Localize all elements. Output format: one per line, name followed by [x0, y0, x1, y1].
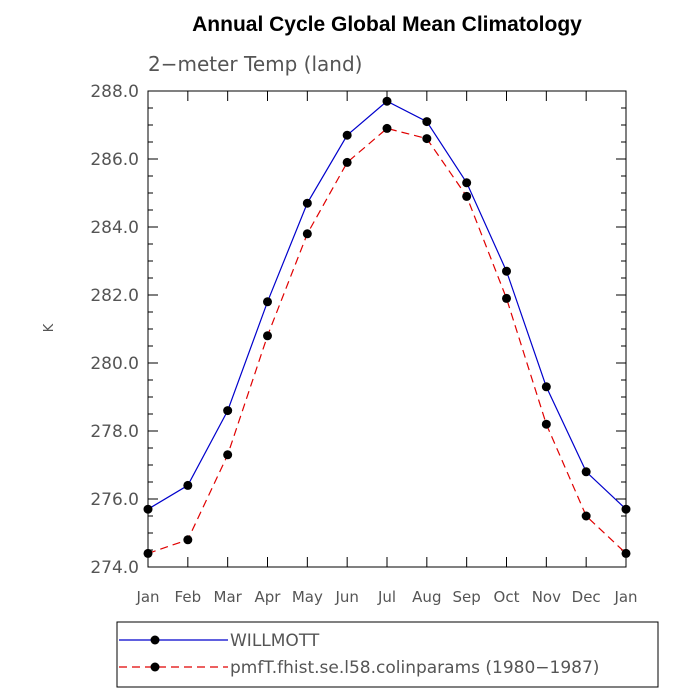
y-tick-label: 280.0 — [90, 354, 139, 374]
series-1-point — [143, 548, 153, 558]
series-1-point — [263, 331, 272, 341]
x-tick-label: May — [292, 588, 323, 606]
series-0-point — [581, 467, 591, 477]
x-tick-label: Jan — [613, 588, 637, 606]
series-1-point — [541, 419, 551, 429]
x-tick-label: Apr — [255, 588, 282, 606]
x-tick-label: Nov — [532, 588, 561, 606]
series-0-point — [143, 504, 153, 514]
series-1-point — [462, 191, 472, 201]
series-0-point — [502, 266, 511, 276]
y-tick-label: 278.0 — [90, 422, 139, 442]
series-1-point — [382, 123, 392, 133]
legend-marker-0 — [150, 635, 160, 645]
x-tick-label: Jun — [334, 588, 358, 606]
series-1-point — [183, 535, 193, 545]
series-0-point — [302, 198, 312, 208]
legend-marker-1 — [150, 662, 160, 672]
legend-label-1: pmfT.fhist.se.l58.colinparams (1980−1987… — [230, 658, 599, 678]
x-tick-label: Feb — [175, 588, 202, 606]
series-0-point — [541, 382, 551, 392]
y-tick-label: 288.0 — [90, 82, 139, 102]
legend-box — [116, 621, 659, 688]
plot-frame — [147, 90, 627, 568]
series-0-point — [621, 504, 631, 514]
x-tick-label: Jan — [135, 588, 159, 606]
series-line-0 — [147, 100, 627, 510]
y-tick-label: 276.0 — [90, 490, 139, 510]
series-1-point — [342, 157, 352, 167]
y-axis-label: K — [42, 323, 57, 332]
y-tick-label: 282.0 — [90, 286, 139, 306]
axes: 274.0 276.0 278.0 280.0 282.0 284.0 286.0 288.0… — [90, 82, 637, 606]
x-tick-label: Dec — [572, 588, 601, 606]
chart-title: Annual Cycle Global Mean Climatology — [192, 13, 582, 36]
series-layer — [143, 96, 631, 558]
series-1-point — [502, 293, 511, 303]
series-0-point — [342, 130, 352, 140]
series-1-point — [581, 511, 591, 521]
series-1-point — [422, 134, 432, 144]
y-tick-label: 284.0 — [90, 218, 139, 238]
legend-label-0: WILLMOTT — [230, 631, 320, 651]
x-tick-label: Jul — [377, 588, 396, 606]
series-1-point — [223, 450, 233, 460]
series-0-point — [382, 96, 392, 106]
chart-subtitle: 2−meter Temp (land) — [148, 52, 362, 76]
x-tick-label: Sep — [453, 588, 481, 606]
series-0-point — [263, 297, 272, 307]
y-tick-label: 274.0 — [90, 558, 139, 578]
x-tick-label: Mar — [214, 588, 243, 606]
series-1-point — [302, 229, 312, 239]
series-1-point — [621, 548, 631, 558]
series-0-point — [223, 406, 233, 416]
legend: WILLMOTT pmfT.fhist.se.l58.colinparams (1… — [119, 631, 599, 678]
series-0-point — [462, 178, 472, 188]
series-0-point — [422, 117, 432, 127]
series-line-1 — [147, 127, 627, 554]
x-tick-label: Oct — [494, 588, 520, 606]
series-0-point — [183, 480, 193, 490]
x-tick-label: Aug — [412, 588, 441, 606]
y-tick-label: 286.0 — [90, 150, 139, 170]
